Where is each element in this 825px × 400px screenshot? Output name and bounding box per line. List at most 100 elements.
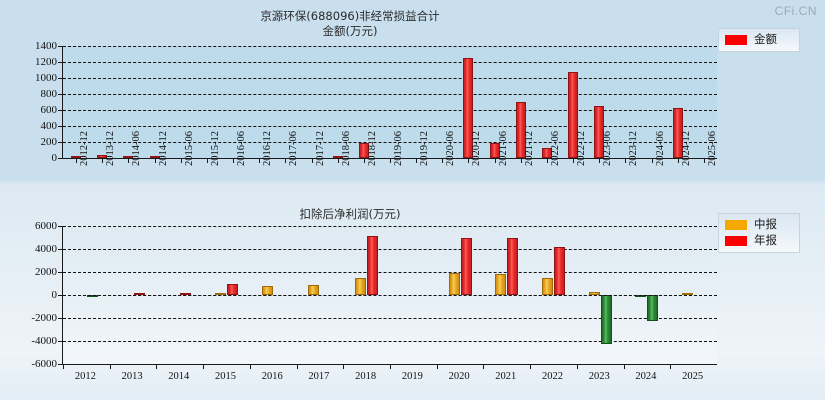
x-axis-tick-label: 2016 (261, 371, 283, 382)
x-axis-tick (703, 158, 705, 163)
bottom-chart-y-axis: -6000 -4000 -2000 0 2000 4000 6000 (2, 220, 57, 370)
bar-interim[interactable] (495, 274, 507, 295)
x-axis-tick (623, 364, 625, 369)
y-axis-tick-label: -2000 (31, 312, 57, 324)
bar-annual[interactable] (180, 292, 192, 295)
x-axis-tick (76, 158, 78, 163)
x-axis-tick (494, 158, 496, 163)
x-axis-tick-label: 2023-12 (628, 131, 640, 166)
gridline (63, 142, 717, 143)
x-axis-tick (156, 364, 158, 369)
bar-interim[interactable] (261, 285, 273, 295)
y-axis-tick-label: 200 (40, 136, 58, 148)
y-axis-tick (58, 78, 63, 79)
x-axis-tick (102, 158, 104, 163)
y-axis-tick-label: 1400 (35, 40, 57, 52)
x-axis-tick (259, 158, 261, 163)
bar-annual[interactable] (600, 295, 612, 345)
gridline (63, 94, 717, 95)
x-axis-tick (203, 364, 205, 369)
bar-interim[interactable] (308, 284, 320, 295)
y-axis-tick (58, 249, 63, 250)
x-axis-tick (651, 158, 653, 163)
y-axis-tick (58, 295, 63, 296)
x-axis-tick (343, 364, 345, 369)
bar-annual[interactable] (554, 247, 565, 295)
x-axis-tick-label: 2013-12 (105, 131, 117, 166)
bar-interim[interactable] (355, 277, 367, 295)
bar-interim[interactable] (682, 293, 694, 295)
x-axis-tick-label: 2014-12 (157, 131, 169, 166)
x-axis-tick (436, 364, 438, 369)
x-axis-tick-label: 2021-06 (497, 131, 509, 166)
bar-annual[interactable] (133, 293, 145, 295)
gridline (63, 341, 717, 342)
bar-annual[interactable] (507, 237, 519, 295)
gridline (63, 249, 717, 250)
x-axis-tick-label: 2019-12 (419, 131, 431, 166)
legend-swatch-amount (725, 35, 747, 45)
top-chart-y-axis: 0 200 400 600 800 1000 1200 1400 (2, 40, 58, 164)
bar-amount[interactable] (71, 155, 82, 158)
x-axis-tick-label: 2017-12 (314, 131, 326, 166)
bar-interim[interactable] (448, 272, 460, 295)
bar-interim[interactable] (588, 291, 600, 295)
bar-amount[interactable] (149, 156, 160, 158)
gridline (63, 318, 717, 319)
bar-amount[interactable] (515, 102, 526, 158)
legend-item-annual[interactable]: 年报 (725, 233, 791, 249)
bottom-chart-legend: 中报 年报 (718, 213, 800, 253)
legend-item-interim[interactable]: 中报 (725, 217, 791, 233)
y-axis-tick-label: 6000 (35, 220, 57, 232)
x-axis-tick (677, 158, 679, 163)
bar-amount[interactable] (594, 105, 605, 158)
x-axis-tick (546, 158, 548, 163)
bar-amount[interactable] (358, 143, 369, 158)
top-chart-legend: 金额 (718, 28, 800, 52)
x-axis-tick-label: 2024-12 (680, 131, 692, 166)
zero-line (63, 295, 717, 296)
x-axis-tick (576, 364, 578, 369)
bar-annual[interactable] (460, 237, 472, 295)
bar-annual[interactable] (227, 283, 238, 295)
x-axis-tick-label: 2019 (401, 371, 423, 382)
legend-item-amount[interactable]: 金额 (725, 32, 791, 48)
bar-amount[interactable] (97, 155, 108, 158)
x-axis-tick (599, 158, 601, 163)
bar-amount[interactable] (568, 72, 579, 158)
legend-label-amount: 金额 (754, 32, 777, 47)
y-axis-tick (58, 272, 63, 273)
y-axis-tick-label: 1000 (35, 72, 57, 84)
bar-interim[interactable] (542, 277, 553, 295)
bar-annual[interactable] (367, 235, 379, 295)
top-chart-plot-area (58, 46, 717, 163)
y-axis-tick (58, 94, 63, 95)
x-axis-tick-label: 2015-12 (209, 131, 221, 166)
x-axis-tick-label: 2012 (74, 371, 96, 382)
x-axis-tick (154, 158, 156, 163)
x-axis-tick (390, 364, 391, 369)
x-axis-tick-label: 2018-12 (366, 131, 378, 166)
y-axis-tick (58, 126, 63, 127)
y-axis-tick-label: 600 (40, 104, 58, 116)
gridline (63, 78, 717, 79)
x-axis-tick-label: 2016-12 (262, 131, 274, 166)
gridline (63, 126, 717, 127)
x-axis-tick (573, 158, 575, 163)
bar-amount[interactable] (672, 108, 683, 158)
bar-amount[interactable] (489, 142, 500, 158)
y-axis-tick-label: -4000 (31, 335, 57, 347)
bar-amount[interactable] (123, 155, 134, 158)
x-axis-tick-label: 2018 (355, 371, 377, 382)
y-axis-tick-label: 400 (40, 120, 58, 132)
bar-annual[interactable] (647, 295, 659, 322)
bar-interim[interactable] (215, 293, 226, 295)
x-axis-tick-label: 2020-12 (471, 131, 483, 166)
x-axis-tick-label: 2020 (448, 371, 470, 382)
gridline (63, 62, 717, 63)
bar-amount[interactable] (332, 156, 343, 158)
x-axis-tick (337, 158, 339, 163)
bar-amount[interactable] (541, 147, 552, 158)
bar-amount[interactable] (463, 57, 474, 158)
y-axis-tick (58, 226, 63, 227)
